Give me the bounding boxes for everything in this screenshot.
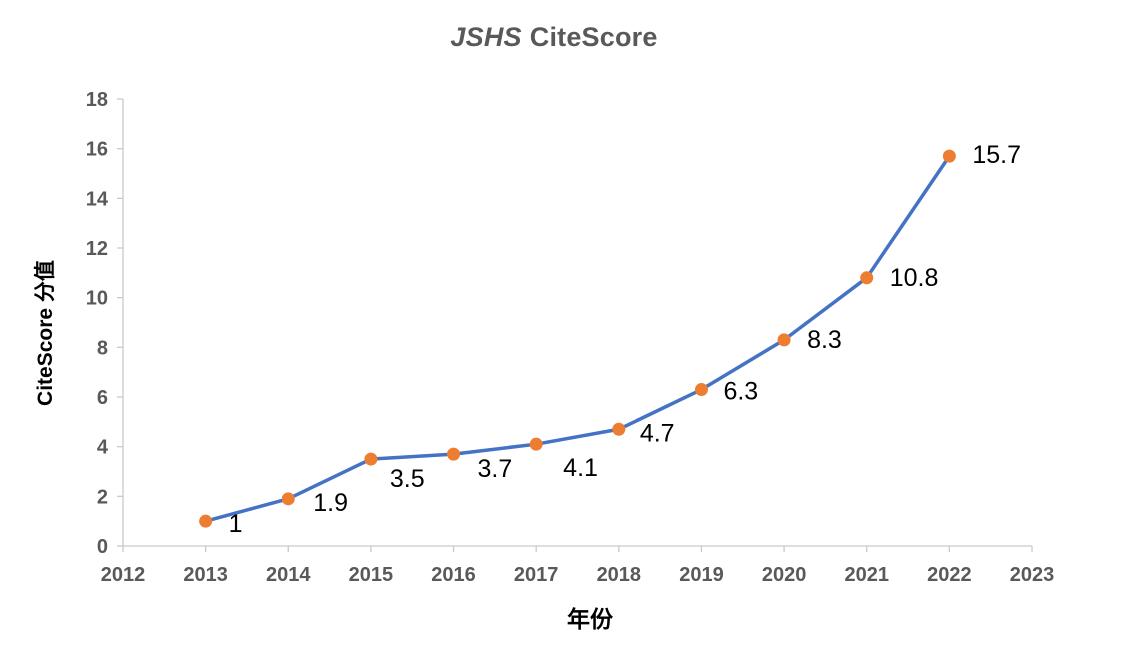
data-point-marker [529,437,543,451]
data-point-marker [447,447,461,461]
y-axis-tick-label: 4 [97,437,109,459]
data-point-label: 4.7 [640,419,675,447]
data-point-label: 10.8 [890,264,939,292]
x-axis-tick-label: 2023 [1010,564,1055,586]
x-axis-tick-label: 2014 [266,564,311,586]
y-axis-tick-label: 14 [86,188,109,210]
data-point-label: 8.3 [807,326,842,354]
data-point-marker [942,149,956,163]
data-point-label: 1 [229,510,243,538]
data-point-label: 3.7 [478,455,513,483]
y-axis-tick-label: 12 [86,238,108,260]
x-axis-tick-label: 2022 [927,564,972,586]
data-point-marker [860,271,874,285]
data-point-label: 4.1 [563,454,598,482]
y-axis-tick-label: 6 [97,387,108,409]
x-axis-tick-label: 2020 [762,564,807,586]
y-axis-tick-label: 18 [86,89,108,111]
x-axis-tick-label: 2021 [844,564,889,586]
data-point-marker [199,514,213,528]
data-point-marker [612,422,626,436]
data-point-label: 3.5 [390,465,425,493]
x-axis-tick-label: 2017 [514,564,559,586]
data-point-label: 6.3 [723,378,758,406]
x-axis-title: 年份 [567,606,613,632]
x-axis-tick-label: 2013 [183,564,228,586]
y-axis-tick-label: 10 [86,288,108,310]
data-point-label: 15.7 [972,141,1021,169]
data-point-marker [364,452,378,466]
y-axis-tick-label: 16 [86,139,108,161]
data-point-marker [777,333,791,347]
x-axis-tick-label: 2016 [431,564,476,586]
data-point-marker [281,492,295,506]
citescore-series-line [203,154,952,523]
chart-title-journal-name: JSHS [450,22,522,52]
x-axis-tick-label: 2018 [597,564,642,586]
data-point-marker [694,383,708,397]
chart-title: JSHS CiteScore [450,22,657,53]
chart-title-metric-name: CiteScore [529,22,658,52]
y-axis-tick-label: 8 [97,337,108,359]
data-point-label: 1.9 [313,489,348,517]
x-axis-tick-label: 2012 [101,564,146,586]
x-axis-tick-label: 2015 [349,564,394,586]
y-axis-tick-label: 0 [97,536,108,558]
y-axis-tick-label: 2 [97,486,108,508]
x-axis-tick-label: 2019 [679,564,724,586]
